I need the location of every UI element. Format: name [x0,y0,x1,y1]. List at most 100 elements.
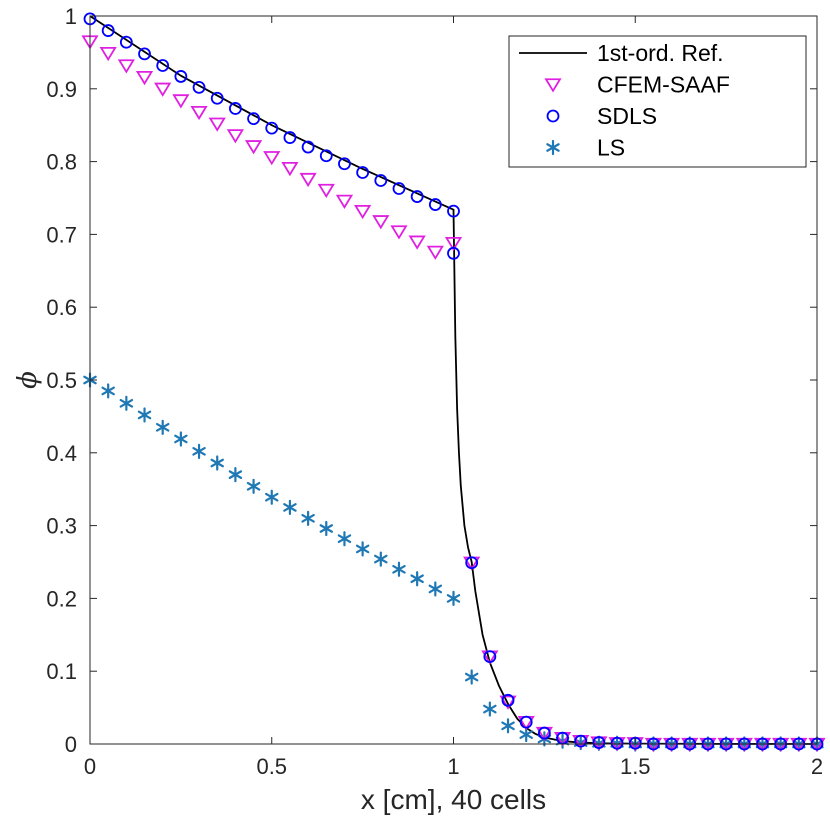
data-point [101,24,115,37]
data-point [155,419,170,435]
y-tick-label: 0 [65,732,77,757]
data-point [156,59,170,72]
data-point [174,431,188,447]
data-point [483,650,497,664]
data-point [464,669,479,685]
legend-swatch-marker [546,109,560,123]
data-point [210,91,224,105]
data-point [283,131,297,144]
legend-label: LS [597,135,625,161]
data-point [244,140,263,155]
data-point [138,47,151,61]
data-point [447,204,460,218]
asterisk-stroke [446,594,461,603]
data-point [117,59,135,74]
series-cfem-saaf [81,35,826,753]
legend-label: 1st-ord. Ref. [597,40,724,66]
asterisk-stroke [101,386,115,396]
asterisk-stroke [483,704,497,714]
data-point [574,734,588,748]
data-point [501,718,515,734]
data-point [372,215,390,230]
data-point [519,715,533,729]
data-point [281,162,299,177]
ticks: 0 0.5 1 1.5 2 0 0.1 0.2 0.3 0.4 0.5 0.6 0.7 0.8 0.9 1 [46,4,823,779]
asterisk-stroke [119,398,134,408]
data-point [299,172,317,188]
data-point [301,510,315,526]
x-tick-label: 0 [84,754,96,779]
y-tick-label: 0.2 [46,586,77,611]
data-point [444,236,463,252]
data-point [338,157,351,171]
y-tick-label: 0.1 [46,659,77,684]
data-point [174,70,188,83]
y-tick-label: 0.9 [46,77,77,102]
y-tick-label: 0.6 [46,295,77,320]
data-point [319,149,333,163]
data-point [247,112,260,126]
data-point [428,198,442,211]
data-point [428,581,443,597]
data-point [408,235,426,250]
asterisk-stroke [174,434,188,444]
legend-swatch-marker [544,78,562,93]
data-point [228,467,243,483]
legend: 1st-ord. Ref. CFEM-SAAF SDLS LS [508,35,807,168]
x-tick-label: 0.5 [256,754,287,779]
data-point [390,225,408,240]
y-tick-label: 0.8 [46,150,77,175]
data-point [172,94,190,109]
data-point [410,190,424,203]
data-point [446,590,461,607]
data-point [465,556,479,570]
data-point [99,46,117,62]
asterisk-stroke [501,721,515,731]
data-point [537,726,551,740]
data-point [192,443,206,459]
data-point [210,455,224,471]
asterisk-stroke [410,574,424,584]
y-tick-label: 0.4 [46,441,77,466]
asterisk-stroke [337,534,352,544]
x-axis-label: x [cm], 40 cells [361,784,546,815]
data-point [592,736,606,749]
data-point [410,571,424,587]
legend-swatch-marker [546,139,560,156]
data-point [355,541,370,557]
asterisk-stroke [546,143,560,152]
data-point [356,166,370,179]
asterisk-stroke [355,544,370,554]
x-tick-label: 1.5 [620,754,651,779]
asterisk-stroke [210,458,224,468]
asterisk-stroke [464,672,479,682]
data-point [319,520,334,537]
data-point [137,407,152,423]
asterisk-stroke [192,446,206,456]
data-point [154,82,172,97]
data-point [317,183,335,199]
asterisk-stroke [319,524,334,533]
data-point [192,80,206,94]
x-tick-label: 1 [447,754,459,779]
data-point [226,129,244,144]
asterisk-stroke [228,470,243,479]
legend-label: CFEM-SAAF [597,72,730,98]
data-point [354,204,372,220]
x-tick-label: 2 [811,754,823,779]
data-point [337,531,352,547]
data-point [499,695,517,710]
asterisk-stroke [246,481,261,491]
asterisk-stroke [301,513,315,523]
data-point [265,489,279,505]
data-point [392,561,406,577]
data-point [190,105,208,121]
y-axis-label: ϕ [13,371,43,389]
data-point [501,693,515,707]
data-point [610,736,624,750]
asterisk-stroke [392,564,406,574]
asterisk-stroke [155,422,170,432]
data-point [208,117,226,132]
data-point [374,174,388,187]
